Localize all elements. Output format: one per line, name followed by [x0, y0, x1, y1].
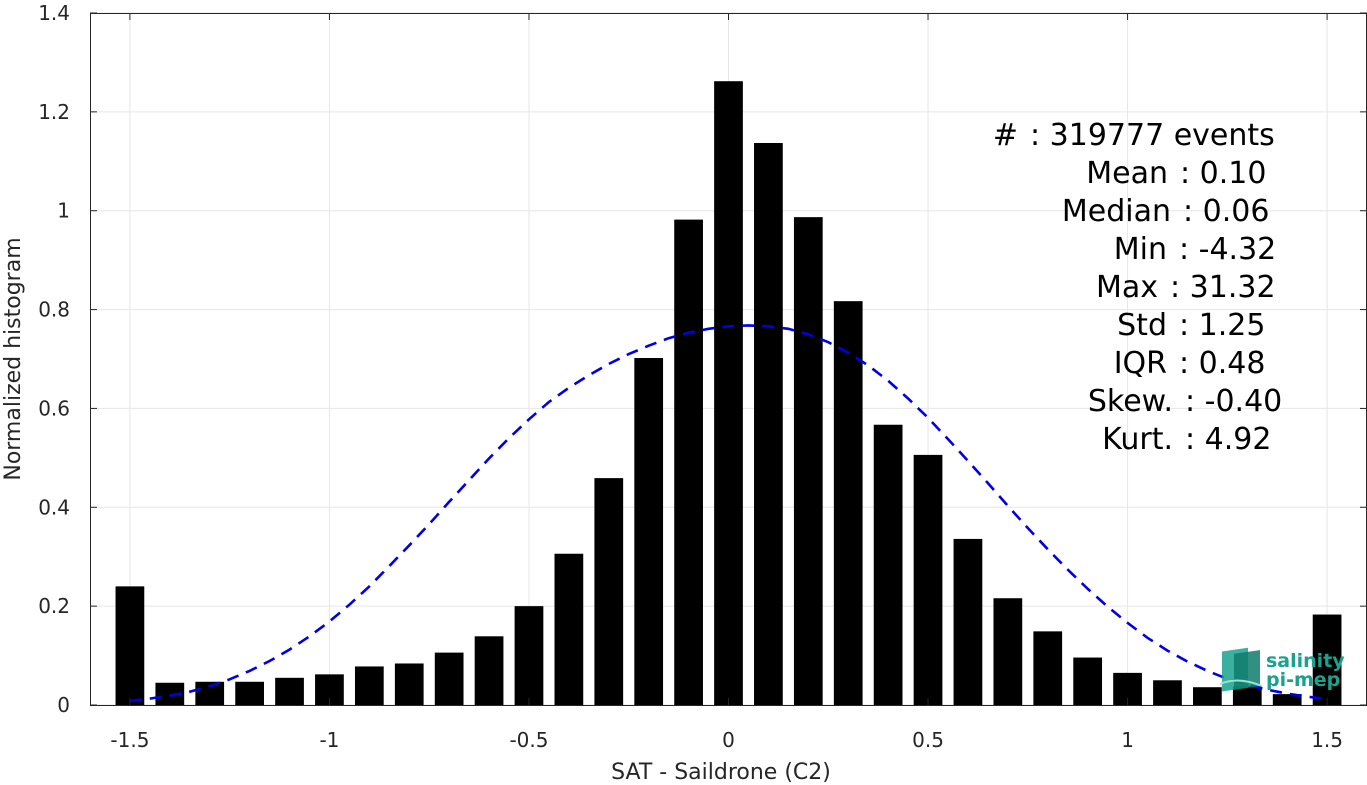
y-tick-label: 0.4: [38, 495, 70, 519]
x-tick-label: -0.5: [509, 728, 548, 752]
y-tick-label: 0.2: [38, 594, 70, 618]
histogram-bar: [155, 682, 185, 705]
stat-value: : 31.32: [1170, 270, 1276, 305]
x-tick-label: 0: [722, 728, 735, 752]
stat-value: : 0.48: [1179, 346, 1265, 381]
y-axis-tick-labels: 0 0.2 0.4 0.6 0.8 1 1.2 1.4: [38, 1, 70, 717]
y-tick-label: 1.2: [38, 100, 70, 124]
stat-label: IQR: [1114, 346, 1167, 381]
histogram-bar: [235, 681, 264, 705]
histogram-bar: [913, 454, 943, 705]
histogram-bar: [394, 663, 424, 705]
histogram-bar: [1193, 687, 1222, 705]
histogram-bar: [754, 142, 783, 706]
histogram-bar: [474, 636, 504, 705]
histogram-bar: [634, 358, 664, 705]
stat-value: : 319777 events: [1030, 118, 1275, 153]
histogram-bar: [514, 606, 544, 705]
gaussian-fit-curve: [129, 324, 1328, 703]
y-tick-label: 0: [57, 693, 70, 717]
histogram-bar: [833, 301, 863, 705]
histogram-bar: [1073, 657, 1103, 705]
histogram-bar: [1312, 614, 1342, 705]
x-tick-label: -1.5: [110, 728, 149, 752]
stat-value: : -4.32: [1179, 232, 1276, 267]
histogram-bar: [873, 424, 903, 705]
histogram-bars: [115, 81, 1342, 706]
histogram-bar: [1033, 631, 1063, 705]
y-tick-label: 0.6: [38, 396, 70, 420]
histogram-bar: [1232, 686, 1262, 705]
stat-label: Median: [1062, 194, 1171, 229]
y-tick-label: 1.4: [38, 1, 70, 25]
histogram-bar: [434, 652, 464, 705]
histogram-bar: [195, 681, 225, 705]
logo-mark-icon: [1219, 647, 1263, 692]
stat-label: Min: [1114, 232, 1167, 267]
histogram-bar: [554, 553, 584, 705]
histogram-bar: [953, 538, 983, 705]
stat-label: Std: [1117, 308, 1167, 343]
stat-value: : 1.25: [1179, 308, 1265, 343]
histogram-bar: [594, 478, 624, 705]
logo-line2: pi-mep: [1266, 669, 1340, 691]
histogram-bar: [275, 677, 304, 705]
x-tick-label: 0.5: [912, 728, 944, 752]
histogram-bar: [993, 598, 1023, 705]
histogram-bar: [115, 586, 145, 705]
histogram-bar: [793, 217, 823, 705]
stat-label: Skew.: [1088, 384, 1173, 419]
stat-label: Kurt.: [1102, 422, 1173, 457]
histogram-bar: [1153, 680, 1182, 705]
stat-label: Mean: [1086, 156, 1168, 191]
x-tick-label: -1: [319, 728, 339, 752]
histogram-bar: [1272, 694, 1302, 705]
histogram-bar: [674, 219, 703, 705]
stat-value: : 4.92: [1185, 422, 1271, 457]
x-axis-tick-labels: -1.5 -1 -0.5 0 0.5 1 1.5: [110, 728, 1343, 752]
stat-value: : 0.10: [1180, 156, 1266, 191]
stat-label: #: [993, 118, 1018, 153]
histogram-bar: [714, 81, 743, 705]
x-tick-label: 1.5: [1311, 728, 1343, 752]
histogram-bar: [354, 666, 384, 705]
stat-value: : 0.06: [1183, 194, 1269, 229]
salinity-pi-mep-logo: salinity pi-mep: [1219, 647, 1345, 692]
y-axis-label: Normalized histogram: [1, 237, 26, 480]
x-axis-label: SAT - Saildrone (C2): [611, 760, 831, 785]
stat-value: : -0.40: [1185, 384, 1282, 419]
y-tick-label: 0.8: [38, 298, 70, 322]
axis-ticks: [90, 12, 1367, 706]
y-tick-label: 1: [57, 199, 70, 223]
x-tick-label: 1: [1121, 728, 1134, 752]
logo-line1: salinity: [1266, 650, 1345, 672]
stat-label: Max: [1096, 270, 1158, 305]
